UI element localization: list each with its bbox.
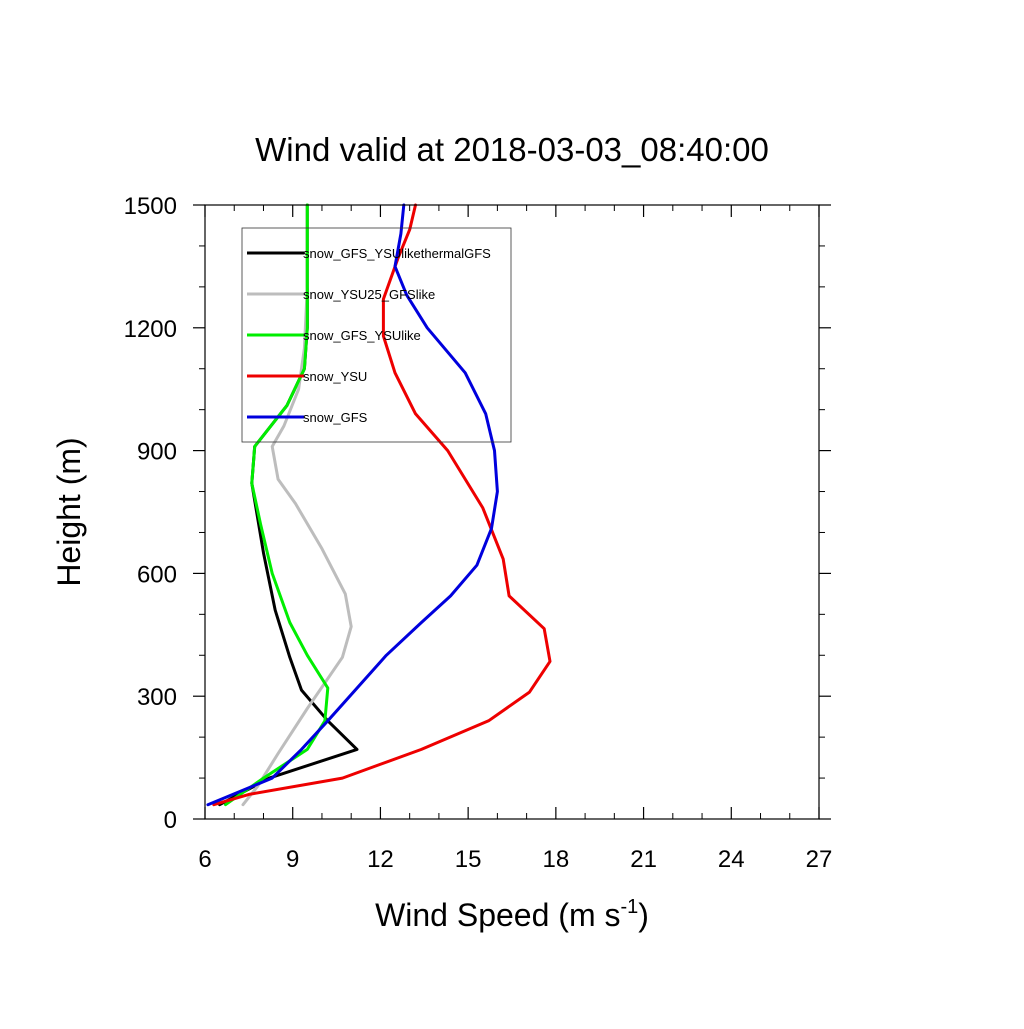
- y-tick-label: 1500: [124, 193, 177, 220]
- x-axis-title-main: Wind Speed (m s: [375, 897, 620, 933]
- series-line-snow_YSU25_GFSlike: [241, 203, 353, 807]
- legend-label: snow_GFS: [303, 410, 368, 425]
- x-tick-label: 15: [455, 846, 482, 873]
- x-tick-label: 12: [367, 846, 394, 873]
- x-axis-title-superscript: -1: [620, 896, 638, 918]
- x-tick-label: 18: [543, 846, 570, 873]
- legend-label: snow_YSU25_GFSlike: [303, 287, 435, 302]
- y-tick-label: 300: [137, 684, 177, 711]
- y-tick-label: 1200: [124, 316, 177, 343]
- y-tick-label: 0: [164, 807, 177, 834]
- legend-label: snow_GFS_YSUlikethermalGFS: [303, 246, 491, 261]
- x-tick-label: 6: [198, 846, 211, 873]
- x-axis-title: Wind Speed (m s-1): [375, 896, 649, 933]
- y-axis-title: Height (m): [51, 437, 87, 586]
- legend-label: snow_YSU: [303, 369, 367, 384]
- y-tick-label: 600: [137, 561, 177, 588]
- legend: snow_GFS_YSUlikethermalGFS snow_YSU25_GFS…: [241, 227, 512, 443]
- legend-box: [241, 227, 512, 443]
- y-tick-label: 900: [137, 439, 177, 466]
- ticks-layer: 6 9 12 15 18 21 24 27 0 300 600 900 1200 1500: [124, 193, 833, 873]
- x-tick-label: 21: [630, 846, 657, 873]
- series-layer: [206, 203, 552, 807]
- x-axis-title-tail: ): [638, 897, 649, 933]
- chart-title: Wind valid at 2018-03-03_08:40:00: [255, 131, 769, 168]
- x-tick-label: 24: [718, 846, 745, 873]
- x-tick-label: 9: [286, 846, 299, 873]
- plot-frame: [204, 204, 820, 820]
- series-line-snow_YSU: [212, 203, 552, 807]
- x-tick-label: 27: [806, 846, 833, 873]
- legend-label: snow_GFS_YSUlike: [303, 328, 421, 343]
- series-line-snow_GFS: [206, 203, 499, 807]
